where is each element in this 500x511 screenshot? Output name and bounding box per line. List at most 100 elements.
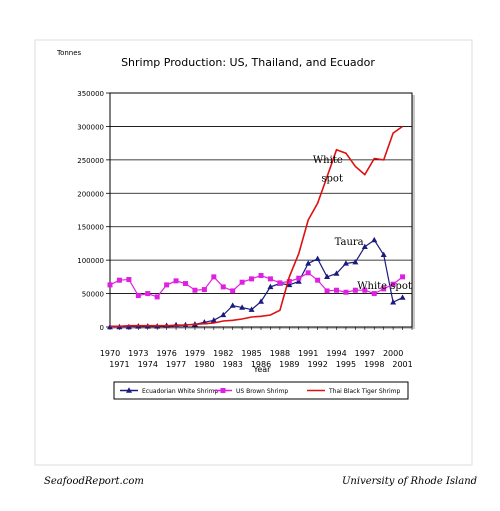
us-brown-shrimp-point — [135, 293, 141, 299]
unit-label: Tonnes — [56, 49, 82, 57]
legend-label-thai-black-tiger-shrimp: Thai Black Tiger Shrimp — [328, 388, 400, 395]
ecuadorian-white-shrimp-point — [333, 270, 340, 276]
x-tick-label: 1985 — [241, 349, 261, 358]
plot-area — [109, 92, 413, 328]
footer-source: SeafoodReport.com — [44, 476, 144, 487]
us-brown-shrimp-point — [267, 276, 273, 282]
us-brown-shrimp-point — [352, 287, 358, 293]
ecuadorian-white-shrimp-point — [361, 243, 368, 249]
x-tick-label: 1970 — [100, 349, 120, 358]
legend-items: Ecuadorian White Shrimp US Brown Shrimp Th… — [120, 387, 400, 395]
y-tick-label: 200000 — [77, 190, 104, 198]
series-layer — [107, 125, 406, 330]
x-tick-label: 1988 — [270, 349, 290, 358]
us-brown-shrimp-point — [296, 275, 302, 281]
x-tick-label: 1973 — [128, 349, 148, 358]
x-tick-label: 1994 — [326, 349, 346, 358]
us-brown-shrimp-point — [362, 287, 368, 293]
chart-title: Shrimp Production: US, Thailand, and Ecu… — [121, 56, 375, 69]
ecuadorian-white-shrimp-point — [352, 258, 359, 265]
us-brown-shrimp-point — [183, 281, 188, 287]
x-tick-label: 1979 — [185, 349, 205, 358]
legend-marker-ecuadorian-white-shrimp — [126, 387, 132, 393]
x-tick-label: 1997 — [355, 349, 375, 358]
y-tick-label: 350000 — [77, 90, 104, 98]
x-axis-label: Year — [253, 365, 272, 374]
legend-label-ecuadorian-white-shrimp: Ecuadorian White Shrimp — [142, 388, 219, 395]
us-brown-shrimp-point — [154, 294, 160, 300]
x-tick-label: 1986 — [251, 360, 271, 369]
x-tick-label: 1989 — [279, 360, 299, 369]
us-brown-shrimp-point — [343, 289, 349, 295]
us-brown-shrimp-point — [239, 279, 245, 285]
us-brown-shrimp-point — [145, 291, 151, 297]
annotation-label: White — [313, 155, 343, 166]
ecuadorian-white-shrimp-point — [295, 278, 302, 284]
ecuadorian-white-shrimp-point — [210, 317, 217, 323]
us-brown-shrimp-point — [390, 281, 396, 287]
us-brown-shrimp-point — [277, 280, 283, 286]
ecuadorian-white-shrimp-point — [399, 294, 406, 300]
ecuadorian-white-shrimp-point — [248, 306, 255, 312]
x-tick-label: 1974 — [138, 360, 158, 369]
ecuadorian-white-shrimp-point — [267, 283, 274, 290]
y-tick-label: 300000 — [77, 123, 104, 131]
us-brown-shrimp-point — [305, 270, 311, 276]
legend-label-us-brown-shrimp: US Brown Shrimp — [236, 388, 288, 395]
y-axis: 0 50000 100000 150000 200000 250000 300000 3500… — [77, 90, 110, 332]
us-brown-shrimp-point — [126, 277, 132, 283]
ecuadorian-white-shrimp-point — [239, 304, 246, 310]
x-tick-label: 1977 — [166, 360, 186, 369]
annotation-label: spot — [321, 173, 343, 184]
us-brown-shrimp-point — [107, 282, 113, 288]
x-axis: 1970 1973 1976 1979 1982 1985 1988 1991 1994 1997… — [100, 327, 413, 369]
x-tick-label: 1982 — [213, 349, 233, 358]
y-tick-label: 50000 — [82, 291, 104, 299]
us-brown-shrimp-point — [173, 278, 179, 284]
x-tick-label: 1998 — [364, 360, 384, 369]
x-tick-label: 1983 — [223, 360, 243, 369]
x-tick-label: 2001 — [392, 360, 412, 369]
y-tick-label: 0 — [100, 324, 104, 332]
us-brown-shrimp-point — [211, 274, 217, 280]
ecuadorian-white-shrimp-point — [371, 236, 378, 243]
x-tick-label: 2000 — [383, 349, 403, 358]
us-brown-shrimp-point — [258, 273, 264, 279]
y-tick-label: 150000 — [77, 224, 104, 232]
us-brown-shrimp-point — [334, 287, 339, 293]
ecuadorian-white-shrimp-point — [380, 251, 387, 257]
ecuadorian-white-shrimp-point — [258, 298, 264, 304]
y-tick-label: 100000 — [77, 257, 104, 265]
us-brown-shrimp-point — [400, 274, 406, 280]
ecuadorian-white-shrimp-point — [314, 255, 321, 262]
us-brown-shrimp-point — [116, 277, 122, 283]
ecuadorian-white-shrimp-point — [342, 260, 349, 266]
us-brown-shrimp-point — [249, 276, 255, 282]
ecuadorian-white-shrimp-point — [390, 299, 397, 305]
x-tick-label: 1992 — [307, 360, 327, 369]
x-tick-label: 1980 — [194, 360, 214, 369]
legend-marker-us-brown-shrimp — [220, 388, 226, 393]
us-brown-shrimp-point — [220, 284, 226, 290]
footer-university: University of Rhode Island — [342, 476, 478, 487]
us-brown-shrimp-point — [201, 287, 207, 293]
x-tick-label: 1971 — [109, 360, 129, 369]
x-tick-label: 1991 — [298, 349, 318, 358]
us-brown-shrimp-point — [324, 288, 330, 294]
us-brown-shrimp-point — [286, 279, 292, 285]
thai-black-tiger-shrimp-line — [110, 125, 404, 328]
us-brown-shrimp-point — [371, 291, 377, 297]
us-brown-shrimp-point — [381, 286, 387, 292]
us-brown-shrimp-point — [192, 287, 198, 293]
ecuadorian-white-shrimp-point — [286, 281, 293, 288]
legend — [113, 381, 409, 400]
ecuadorian-white-shrimp-point — [324, 273, 331, 280]
ecuadorian-white-shrimp-point — [229, 302, 236, 308]
y-tick-label: 250000 — [77, 157, 104, 165]
annotation-label: Taura — [335, 237, 364, 248]
annotations: White spot Taura White spot — [313, 155, 412, 292]
us-brown-shrimp-point — [230, 288, 236, 294]
us-brown-shrimp-point — [315, 277, 321, 283]
x-tick-label: 1976 — [156, 349, 176, 358]
